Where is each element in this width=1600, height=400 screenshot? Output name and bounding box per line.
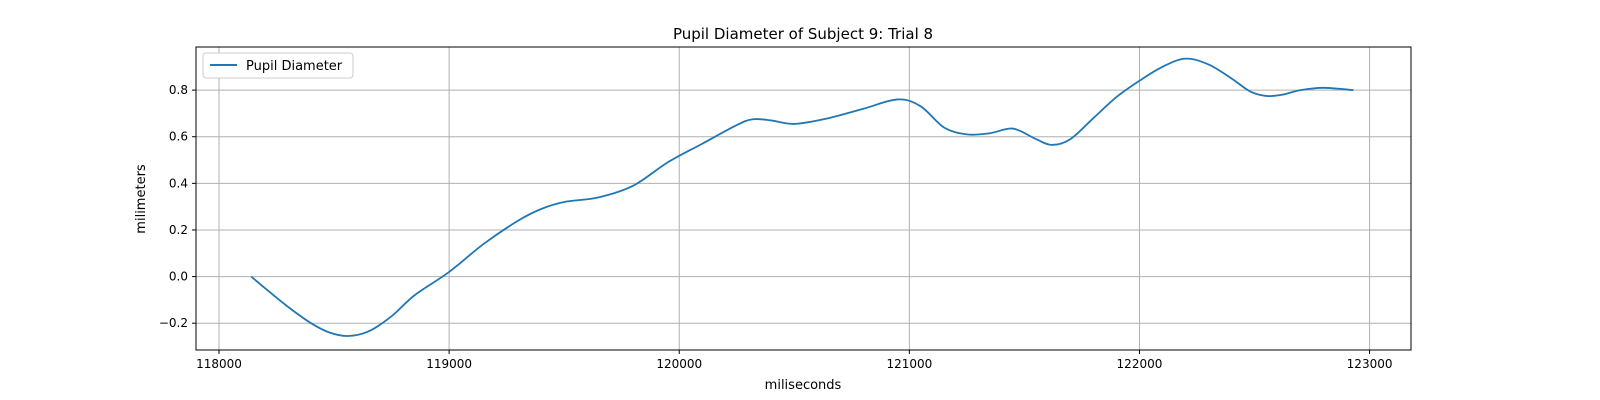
legend: Pupil Diameter [202, 52, 354, 79]
x-axis-label: miliseconds [765, 378, 842, 393]
x-tick-label-3: 121000 [886, 357, 932, 371]
y-tick-label-2: 0.2 [169, 223, 188, 237]
legend-box [202, 52, 354, 79]
plot-frame [195, 46, 1412, 351]
x-tick-label-2: 120000 [656, 357, 702, 371]
y-tick-label-4: 0.6 [169, 130, 188, 144]
x-tick-label-0: 118000 [196, 357, 242, 371]
series-line-pupil-diameter [250, 57, 1354, 337]
x-tick-label-5: 123000 [1347, 357, 1393, 371]
y-tick-label-0: −0.2 [159, 316, 188, 330]
y-tick-label-1: 0.0 [169, 270, 188, 284]
y-axis-label: milimeters [134, 164, 149, 234]
x-tick-label-4: 122000 [1117, 357, 1163, 371]
legend-label: Pupil Diameter [246, 59, 343, 74]
axis-ticks: 118000 119000 120000 121000 122000 123000 −0.2… [159, 83, 1393, 371]
series-layer [250, 57, 1354, 337]
x-tick-label-1: 119000 [426, 357, 472, 371]
y-tick-label-3: 0.4 [169, 176, 188, 190]
chart-title: Pupil Diameter of Subject 9: Trial 8 [673, 25, 933, 43]
y-tick-label-5: 0.8 [169, 83, 188, 97]
grid-lines [196, 47, 1411, 350]
